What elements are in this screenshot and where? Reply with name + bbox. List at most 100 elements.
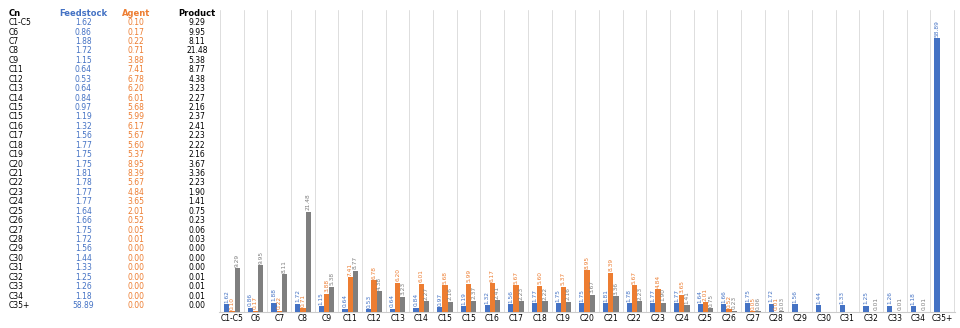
Text: 0.64: 0.64 [343, 294, 348, 307]
Bar [769, 304, 774, 312]
Text: C21: C21 [9, 169, 23, 178]
Bar [495, 300, 500, 312]
Text: 8.95: 8.95 [585, 256, 589, 269]
Text: 5.38: 5.38 [329, 272, 334, 285]
Text: 0.22: 0.22 [128, 37, 144, 46]
Text: 5.68: 5.68 [443, 271, 447, 284]
Text: C26: C26 [9, 216, 24, 225]
Text: C28: C28 [9, 235, 23, 244]
Text: 2.01: 2.01 [128, 207, 144, 216]
Bar [703, 302, 708, 312]
Text: 0.75: 0.75 [708, 294, 713, 307]
Text: 1.62: 1.62 [225, 290, 229, 303]
Text: C23: C23 [9, 188, 24, 197]
Text: 8.95: 8.95 [128, 159, 144, 169]
Text: 0.00: 0.00 [128, 254, 144, 263]
Bar [471, 300, 476, 312]
Bar [372, 280, 376, 312]
Text: 3.88: 3.88 [128, 56, 144, 65]
Text: C7: C7 [9, 37, 19, 46]
Bar [566, 301, 571, 312]
Text: 1.26: 1.26 [75, 282, 91, 291]
Text: 0.71: 0.71 [300, 294, 305, 307]
Text: 5.60: 5.60 [538, 271, 542, 284]
Text: 4.84: 4.84 [128, 188, 144, 197]
Text: 5.99: 5.99 [467, 269, 471, 282]
Text: 0.05: 0.05 [128, 226, 144, 235]
Bar [248, 308, 253, 312]
Text: 1.44: 1.44 [816, 291, 821, 303]
Text: 0.01: 0.01 [898, 297, 902, 310]
Text: 1.72: 1.72 [296, 289, 300, 302]
Bar [366, 309, 372, 312]
Bar [887, 306, 892, 312]
Text: C33: C33 [9, 282, 24, 291]
Bar [443, 285, 447, 312]
Text: 1.90: 1.90 [188, 188, 205, 197]
Text: 6.01: 6.01 [128, 93, 144, 103]
Text: 1.33: 1.33 [840, 291, 845, 304]
Text: 3.65: 3.65 [128, 197, 144, 206]
Text: 0.10: 0.10 [229, 297, 234, 310]
Text: 8.39: 8.39 [128, 169, 144, 178]
Bar [816, 305, 821, 312]
Text: C1-C5: C1-C5 [9, 18, 32, 27]
Text: 8.11: 8.11 [282, 260, 287, 273]
Text: C15: C15 [9, 103, 24, 112]
Text: 0.00: 0.00 [188, 244, 205, 254]
Bar [424, 301, 429, 312]
Text: 0.86: 0.86 [248, 293, 252, 306]
Text: 0.06: 0.06 [188, 226, 205, 235]
Text: 3.23: 3.23 [400, 282, 405, 295]
Text: 8.39: 8.39 [609, 258, 613, 271]
Bar [390, 309, 395, 312]
Text: 0.97: 0.97 [75, 103, 91, 112]
Text: 0.00: 0.00 [128, 273, 144, 282]
Text: 0.23: 0.23 [732, 296, 737, 309]
Text: 1.25: 1.25 [863, 291, 869, 304]
Bar [532, 303, 537, 312]
Text: 1.18: 1.18 [75, 292, 91, 300]
Text: 1.18: 1.18 [911, 292, 916, 305]
Text: 9.95: 9.95 [258, 251, 263, 264]
Text: 0.53: 0.53 [75, 75, 91, 84]
Text: 0.22: 0.22 [276, 296, 281, 309]
Text: C11: C11 [9, 65, 23, 74]
Text: 1.88: 1.88 [75, 37, 91, 46]
Text: Agent: Agent [122, 9, 150, 18]
Text: C20: C20 [9, 159, 24, 169]
Bar [561, 287, 566, 312]
Text: 0.01: 0.01 [774, 297, 779, 310]
Text: 5.99: 5.99 [128, 113, 144, 121]
Text: 6.17: 6.17 [490, 269, 494, 281]
Text: 3.23: 3.23 [188, 84, 205, 93]
Text: 0.84: 0.84 [414, 293, 419, 306]
Text: 2.01: 2.01 [703, 288, 708, 301]
Text: 7.41: 7.41 [128, 65, 144, 74]
Text: Cn: Cn [9, 9, 21, 18]
Bar [234, 269, 240, 312]
Bar [224, 304, 229, 312]
Text: 0.00: 0.00 [128, 301, 144, 310]
Text: 2.16: 2.16 [566, 287, 571, 300]
Text: 1.33: 1.33 [75, 263, 91, 272]
Text: 5.68: 5.68 [128, 103, 144, 112]
Text: 7.41: 7.41 [348, 263, 352, 276]
Text: 3.65: 3.65 [680, 280, 684, 293]
Bar [585, 270, 589, 312]
Text: 1.41: 1.41 [684, 291, 689, 304]
Bar [698, 304, 703, 312]
Text: C22: C22 [9, 178, 23, 187]
Text: 58.89: 58.89 [72, 301, 94, 310]
Text: C14: C14 [9, 93, 24, 103]
Text: 1.15: 1.15 [75, 56, 91, 65]
Text: 0.97: 0.97 [437, 293, 443, 306]
Text: 3.88: 3.88 [324, 279, 329, 292]
Bar [911, 306, 916, 312]
Text: C25: C25 [9, 207, 24, 216]
Text: C16: C16 [9, 122, 24, 131]
Bar [319, 306, 324, 312]
Text: 2.23: 2.23 [637, 287, 642, 300]
Bar [343, 309, 348, 312]
Bar [613, 296, 618, 312]
